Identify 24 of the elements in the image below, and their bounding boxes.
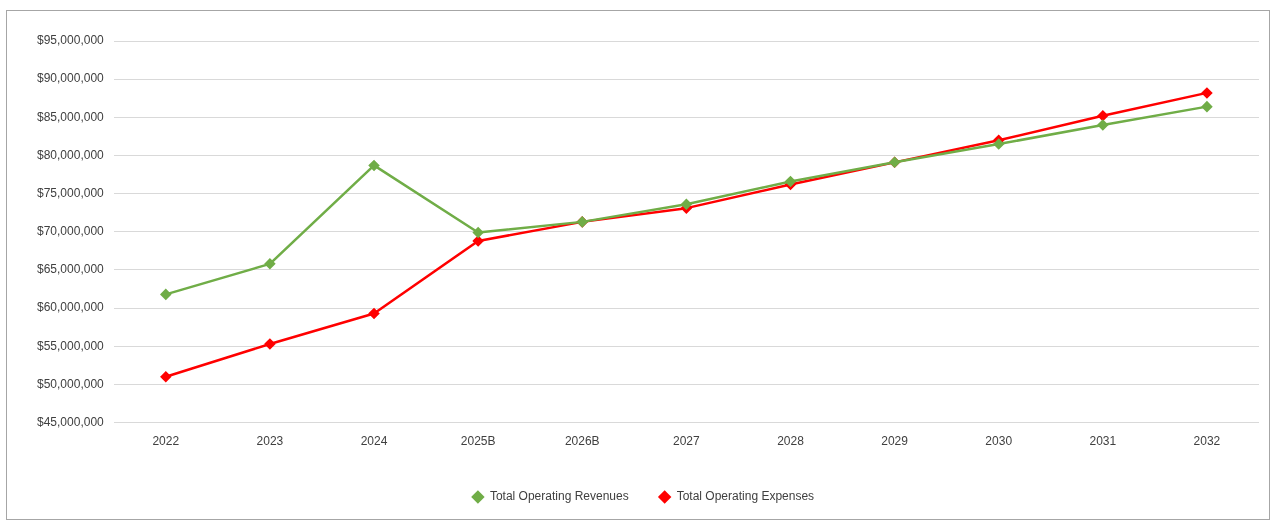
x-tick-label: 2022 (152, 434, 180, 449)
x-tick-label: 2023 (256, 434, 284, 449)
y-tick-label: $65,000,000 (37, 262, 105, 277)
y-tick-label: $80,000,000 (37, 147, 105, 162)
y-tick-label: $55,000,000 (37, 338, 105, 353)
legend-label: Total Operating Revenues (489, 489, 629, 504)
x-tick-label: 2029 (881, 434, 909, 449)
y-tick-label: $90,000,000 (37, 71, 105, 86)
x-tick-label: 2030 (985, 434, 1013, 449)
y-tick-label: $95,000,000 (37, 33, 105, 48)
y-tick-label: $45,000,000 (37, 414, 105, 429)
y-tick-label: $85,000,000 (37, 109, 105, 124)
y-tick-label: $75,000,000 (37, 185, 105, 200)
x-tick-label: 2032 (1193, 434, 1221, 449)
legend-label: Total Operating Expenses (676, 489, 815, 504)
x-tick-label: 2028 (777, 434, 805, 449)
y-tick-label: $50,000,000 (37, 376, 105, 391)
y-tick-label: $70,000,000 (37, 224, 105, 239)
x-tick-label: 2027 (673, 434, 701, 449)
y-tick-label: $60,000,000 (37, 300, 105, 315)
x-tick-label: 2026B (564, 434, 600, 449)
x-tick-label: 2031 (1089, 434, 1117, 449)
x-tick-label: 2025B (460, 434, 496, 449)
x-tick-label: 2024 (360, 434, 388, 449)
